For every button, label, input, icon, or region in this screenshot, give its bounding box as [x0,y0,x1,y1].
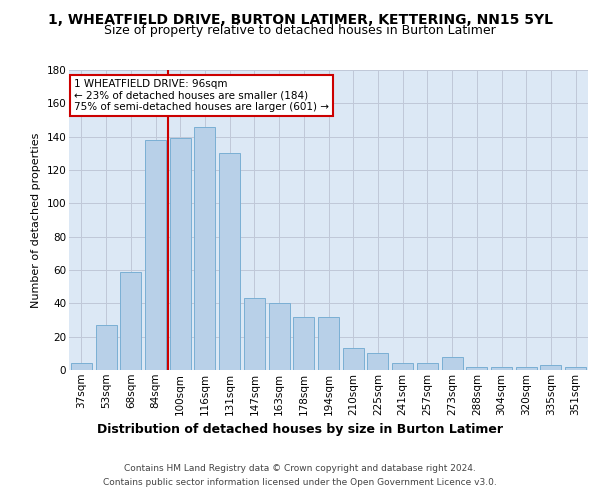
Bar [367,354,388,370]
Bar [170,138,191,370]
Bar [293,316,314,370]
Bar [318,316,339,370]
Bar [120,272,141,370]
Text: Contains public sector information licensed under the Open Government Licence v3: Contains public sector information licen… [103,478,497,487]
Bar [95,325,116,370]
Y-axis label: Number of detached properties: Number of detached properties [31,132,41,308]
Bar [516,366,537,370]
Bar [491,366,512,370]
Bar [219,154,240,370]
Bar [541,365,562,370]
Bar [343,348,364,370]
Text: 1, WHEATFIELD DRIVE, BURTON LATIMER, KETTERING, NN15 5YL: 1, WHEATFIELD DRIVE, BURTON LATIMER, KET… [47,12,553,26]
Bar [145,140,166,370]
Bar [417,364,438,370]
Bar [269,304,290,370]
Bar [565,366,586,370]
Text: Size of property relative to detached houses in Burton Latimer: Size of property relative to detached ho… [104,24,496,37]
Bar [392,364,413,370]
Bar [442,356,463,370]
Bar [466,366,487,370]
Bar [194,126,215,370]
Text: Distribution of detached houses by size in Burton Latimer: Distribution of detached houses by size … [97,422,503,436]
Bar [244,298,265,370]
Bar [71,364,92,370]
Text: 1 WHEATFIELD DRIVE: 96sqm
← 23% of detached houses are smaller (184)
75% of semi: 1 WHEATFIELD DRIVE: 96sqm ← 23% of detac… [74,79,329,112]
Text: Contains HM Land Registry data © Crown copyright and database right 2024.: Contains HM Land Registry data © Crown c… [124,464,476,473]
